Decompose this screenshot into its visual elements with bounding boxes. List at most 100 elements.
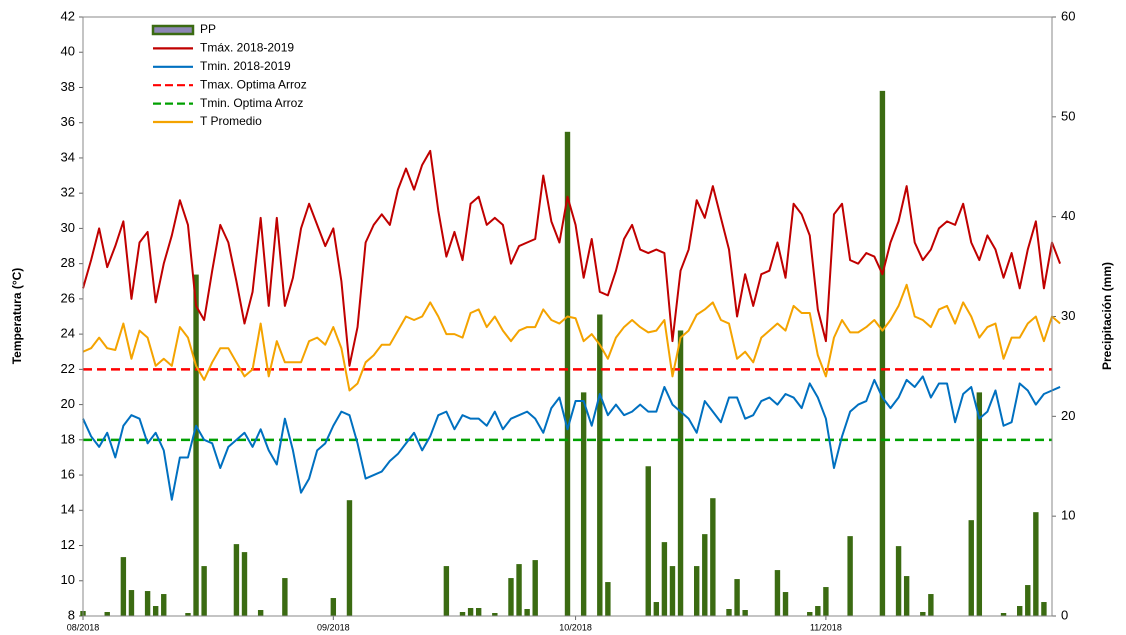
legend-label: Tmin. 2018-2019 <box>200 59 291 73</box>
bar <box>233 544 240 616</box>
y-tick-label: 16 <box>61 466 75 481</box>
y-tick-label: 22 <box>61 361 75 376</box>
y-tick-label: 12 <box>61 537 75 552</box>
bar <box>968 520 974 616</box>
bar <box>847 536 853 616</box>
bar <box>185 613 191 616</box>
line <box>82 149 1062 367</box>
bar <box>677 330 684 616</box>
y-tick-label: 32 <box>61 185 75 200</box>
bar <box>653 602 660 616</box>
bar <box>903 576 910 616</box>
bar <box>120 557 127 616</box>
bar <box>734 579 740 616</box>
bar <box>807 612 813 616</box>
y-tick-label: 14 <box>61 502 75 517</box>
y-tick-label: 42 <box>61 8 75 23</box>
bar <box>443 566 450 616</box>
bar <box>597 314 603 616</box>
bar <box>201 566 207 616</box>
bar <box>580 392 587 616</box>
bar <box>508 578 514 616</box>
bar <box>282 578 288 616</box>
bar <box>726 609 732 616</box>
bar <box>152 606 159 616</box>
y2-tick-label: 50 <box>1061 108 1075 123</box>
bar <box>976 392 983 616</box>
y-tick-label: 18 <box>61 431 75 446</box>
bar <box>475 608 482 616</box>
plot-frame <box>82 16 1053 617</box>
y2-tick-label: 0 <box>1061 607 1068 622</box>
line <box>82 283 1061 392</box>
bar <box>516 564 522 616</box>
bar <box>1017 606 1023 616</box>
y-tick-label: 36 <box>61 114 75 129</box>
bar <box>330 598 337 616</box>
bar <box>742 610 748 616</box>
y2-axis-label: Precipitación (mm) <box>1100 262 1114 370</box>
bar <box>1041 602 1047 616</box>
bar <box>467 608 474 616</box>
y-tick-label: 38 <box>61 79 75 94</box>
bar <box>694 566 700 616</box>
legend-label: Tmax. Optima Arroz <box>200 77 307 91</box>
bar <box>920 612 926 616</box>
y-tick-label: 26 <box>61 290 75 305</box>
y2-tick-label: 20 <box>1061 408 1075 423</box>
bar <box>661 542 668 616</box>
y2-tick-label: 10 <box>1061 508 1075 523</box>
x-tick-label: 11/2018 <box>810 622 842 632</box>
y-tick-label: 10 <box>61 572 75 587</box>
bar <box>669 566 676 616</box>
bar <box>241 552 248 616</box>
bar <box>193 274 199 616</box>
y-tick-label: 40 <box>61 44 75 59</box>
bar <box>161 594 167 616</box>
bar <box>128 590 135 616</box>
y-tick-label: 30 <box>61 220 75 235</box>
bar <box>459 612 466 616</box>
bar <box>605 582 611 616</box>
bar <box>645 466 651 616</box>
bar <box>815 606 821 616</box>
x-tick-label: 09/2018 <box>317 622 350 632</box>
bar <box>895 546 902 616</box>
bar <box>492 613 498 616</box>
y2-tick-label: 60 <box>1061 8 1075 23</box>
bar <box>710 498 716 616</box>
bar <box>928 594 934 616</box>
bar <box>144 591 151 616</box>
y-tick-label: 28 <box>61 255 75 270</box>
line <box>82 375 1061 501</box>
bar <box>564 131 571 616</box>
bar <box>104 612 110 616</box>
legend-label: T Promedio <box>200 114 262 128</box>
legend-label: Tmin. Optima Arroz <box>200 96 303 110</box>
bar <box>257 610 264 616</box>
y-tick-label: 34 <box>61 149 75 164</box>
bar <box>532 560 538 616</box>
x-tick-label: 08/2018 <box>67 622 100 632</box>
y-tick-label: 24 <box>61 326 75 341</box>
bar <box>774 570 781 616</box>
y-tick-label: 8 <box>68 607 75 622</box>
bar <box>346 500 353 616</box>
bar <box>879 90 886 617</box>
bar <box>702 534 708 616</box>
bar <box>823 587 829 616</box>
x-tick-label: 10/2018 <box>559 622 592 632</box>
bar <box>524 609 530 616</box>
y-tick-label: 20 <box>61 396 75 411</box>
legend-label: PP <box>200 22 216 36</box>
legend-label: Tmáx. 2018-2019 <box>200 41 294 55</box>
y-axis-label: Temperatura (°C) <box>10 268 24 365</box>
y2-tick-label: 30 <box>1061 308 1075 323</box>
bar <box>1025 585 1031 616</box>
bar <box>782 592 789 616</box>
bar <box>1000 613 1007 616</box>
bar <box>1033 512 1039 616</box>
legend-swatch <box>151 24 195 36</box>
